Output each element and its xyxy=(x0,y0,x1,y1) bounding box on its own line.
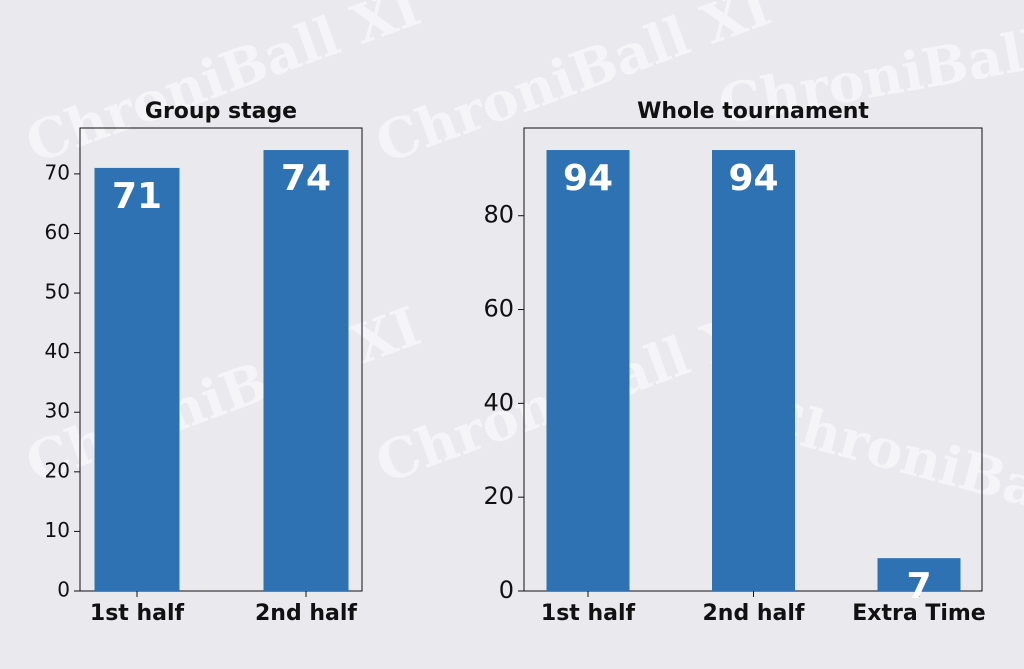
bar xyxy=(546,150,630,592)
x-tick-label: 1st half xyxy=(541,601,636,626)
value-label: 71 xyxy=(112,176,162,217)
bar xyxy=(94,167,180,591)
y-tick-label: 80 xyxy=(483,201,514,229)
bar xyxy=(877,558,961,591)
x-tick-label: Extra Time xyxy=(852,601,985,626)
y-tick-label: 20 xyxy=(45,458,70,482)
y-tick-label: 10 xyxy=(45,518,70,542)
value-label: 7 xyxy=(906,566,931,607)
value-label: 74 xyxy=(281,158,331,199)
y-tick-label: 0 xyxy=(499,576,514,604)
x-tick-label: 2nd half xyxy=(703,601,805,626)
chart-title: Whole tournament xyxy=(637,99,869,124)
bar xyxy=(712,150,795,592)
y-tick-label: 70 xyxy=(45,160,70,184)
value-label: 94 xyxy=(563,158,613,199)
y-tick-label: 0 xyxy=(57,578,70,602)
y-tick-label: 40 xyxy=(483,388,514,416)
y-tick-label: 50 xyxy=(45,280,70,304)
y-tick-label: 40 xyxy=(45,339,70,363)
x-tick-label: 2nd half xyxy=(255,601,357,626)
chart-title: Group stage xyxy=(145,99,297,124)
value-label: 94 xyxy=(728,158,778,199)
x-tick-label: 1st half xyxy=(90,601,185,626)
plot-area xyxy=(79,127,363,592)
y-tick-label: 60 xyxy=(45,220,70,244)
y-tick-label: 30 xyxy=(45,399,70,423)
y-tick-label: 20 xyxy=(483,482,514,510)
y-tick-label: 60 xyxy=(483,295,514,323)
bar xyxy=(263,150,349,592)
